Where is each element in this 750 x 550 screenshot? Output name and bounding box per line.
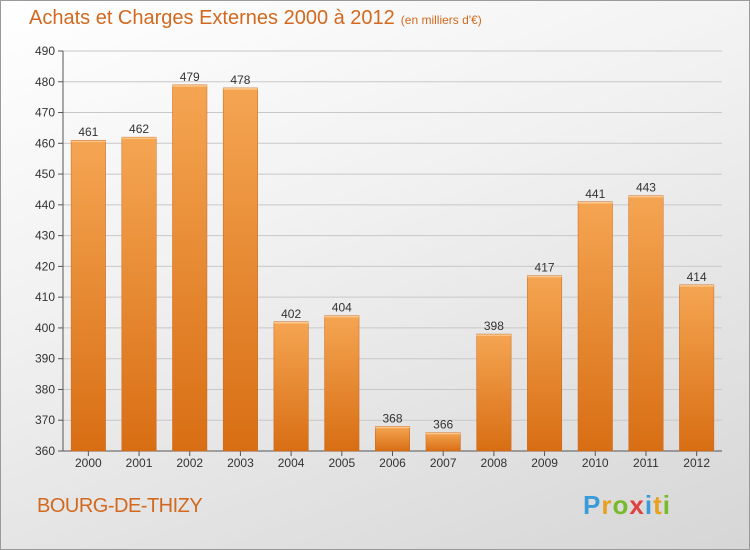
logo-letter: r: [601, 490, 613, 520]
data-label: 398: [484, 319, 504, 333]
x-tick-label: 2010: [582, 456, 609, 470]
logo-letter: i: [662, 490, 671, 520]
logo-letter: t: [653, 490, 663, 520]
y-tick-label: 430: [35, 229, 55, 243]
y-tick-label: 390: [35, 352, 55, 366]
chart-title: Achats et Charges Externes 2000 à 2012 (e…: [29, 7, 482, 30]
y-tick-label: 360: [35, 444, 55, 458]
bar-2003: [222, 87, 258, 452]
x-tick-label: 2005: [328, 456, 355, 470]
labels: 360 370 380 390 400 410 420 430 440 450 460 470 480 4…: [35, 44, 710, 470]
logo-letter: i: [644, 490, 654, 520]
bar-2005: [324, 315, 360, 452]
x-tick-label: 2011: [633, 456, 659, 470]
bar-2006: [375, 426, 410, 452]
bar-2007: [425, 432, 461, 452]
bar-2002: [172, 84, 208, 452]
data-label: 443: [636, 181, 656, 195]
chart-subtitle: (en milliers d'€): [400, 13, 482, 27]
data-label: 404: [332, 301, 352, 315]
y-tick-label: 420: [35, 259, 55, 273]
data-label: 414: [687, 270, 707, 284]
bar-2011: [628, 195, 664, 452]
x-tick-label: 2002: [176, 456, 203, 470]
bar-2001: [121, 136, 157, 452]
data-label: 402: [281, 307, 301, 321]
data-label: 417: [535, 261, 555, 275]
chart-title-text: Achats et Charges Externes 2000 à 2012: [29, 7, 395, 29]
bars: [70, 84, 715, 452]
bar-2008: [476, 333, 512, 452]
data-label: 479: [180, 70, 200, 84]
axes: [58, 50, 722, 456]
x-tick-label: 2004: [278, 456, 305, 470]
x-tick-label: 2008: [481, 456, 508, 470]
y-tick-label: 400: [35, 321, 55, 335]
bar-2000: [70, 139, 106, 452]
y-tick-label: 480: [35, 75, 55, 89]
y-tick-label: 380: [35, 382, 55, 396]
x-tick-label: 2006: [379, 456, 406, 470]
x-tick-label: 2007: [430, 456, 457, 470]
logo-letter: x: [629, 490, 645, 520]
bar-2010: [577, 201, 613, 452]
x-tick-label: 2003: [227, 456, 254, 470]
x-tick-label: 2001: [126, 456, 153, 470]
y-tick-label: 440: [35, 198, 55, 212]
bar-2012: [679, 284, 715, 452]
x-tick-label: 2009: [531, 456, 558, 470]
y-tick-label: 370: [35, 413, 55, 427]
y-tick-label: 490: [35, 44, 55, 58]
data-label: 441: [585, 187, 605, 201]
bar-2009: [527, 275, 563, 452]
data-label: 478: [230, 73, 250, 87]
y-tick-label: 470: [35, 106, 55, 120]
data-label: 366: [433, 418, 453, 432]
x-tick-label: 2012: [683, 456, 710, 470]
y-tick-label: 410: [35, 290, 55, 304]
proxiti-logo: Proxiti: [583, 490, 671, 521]
logo-letter: P: [583, 490, 602, 520]
data-label: 461: [78, 125, 98, 139]
data-label: 368: [382, 411, 402, 425]
commune-name: BOURG-DE-THIZY: [37, 495, 203, 517]
y-tick-label: 450: [35, 167, 55, 181]
y-tick-label: 460: [35, 136, 55, 150]
data-label: 462: [129, 122, 149, 136]
bar-2004: [273, 321, 309, 452]
logo-letter: o: [612, 490, 630, 520]
grid-lines: [63, 50, 722, 452]
x-tick-label: 2000: [75, 456, 102, 470]
